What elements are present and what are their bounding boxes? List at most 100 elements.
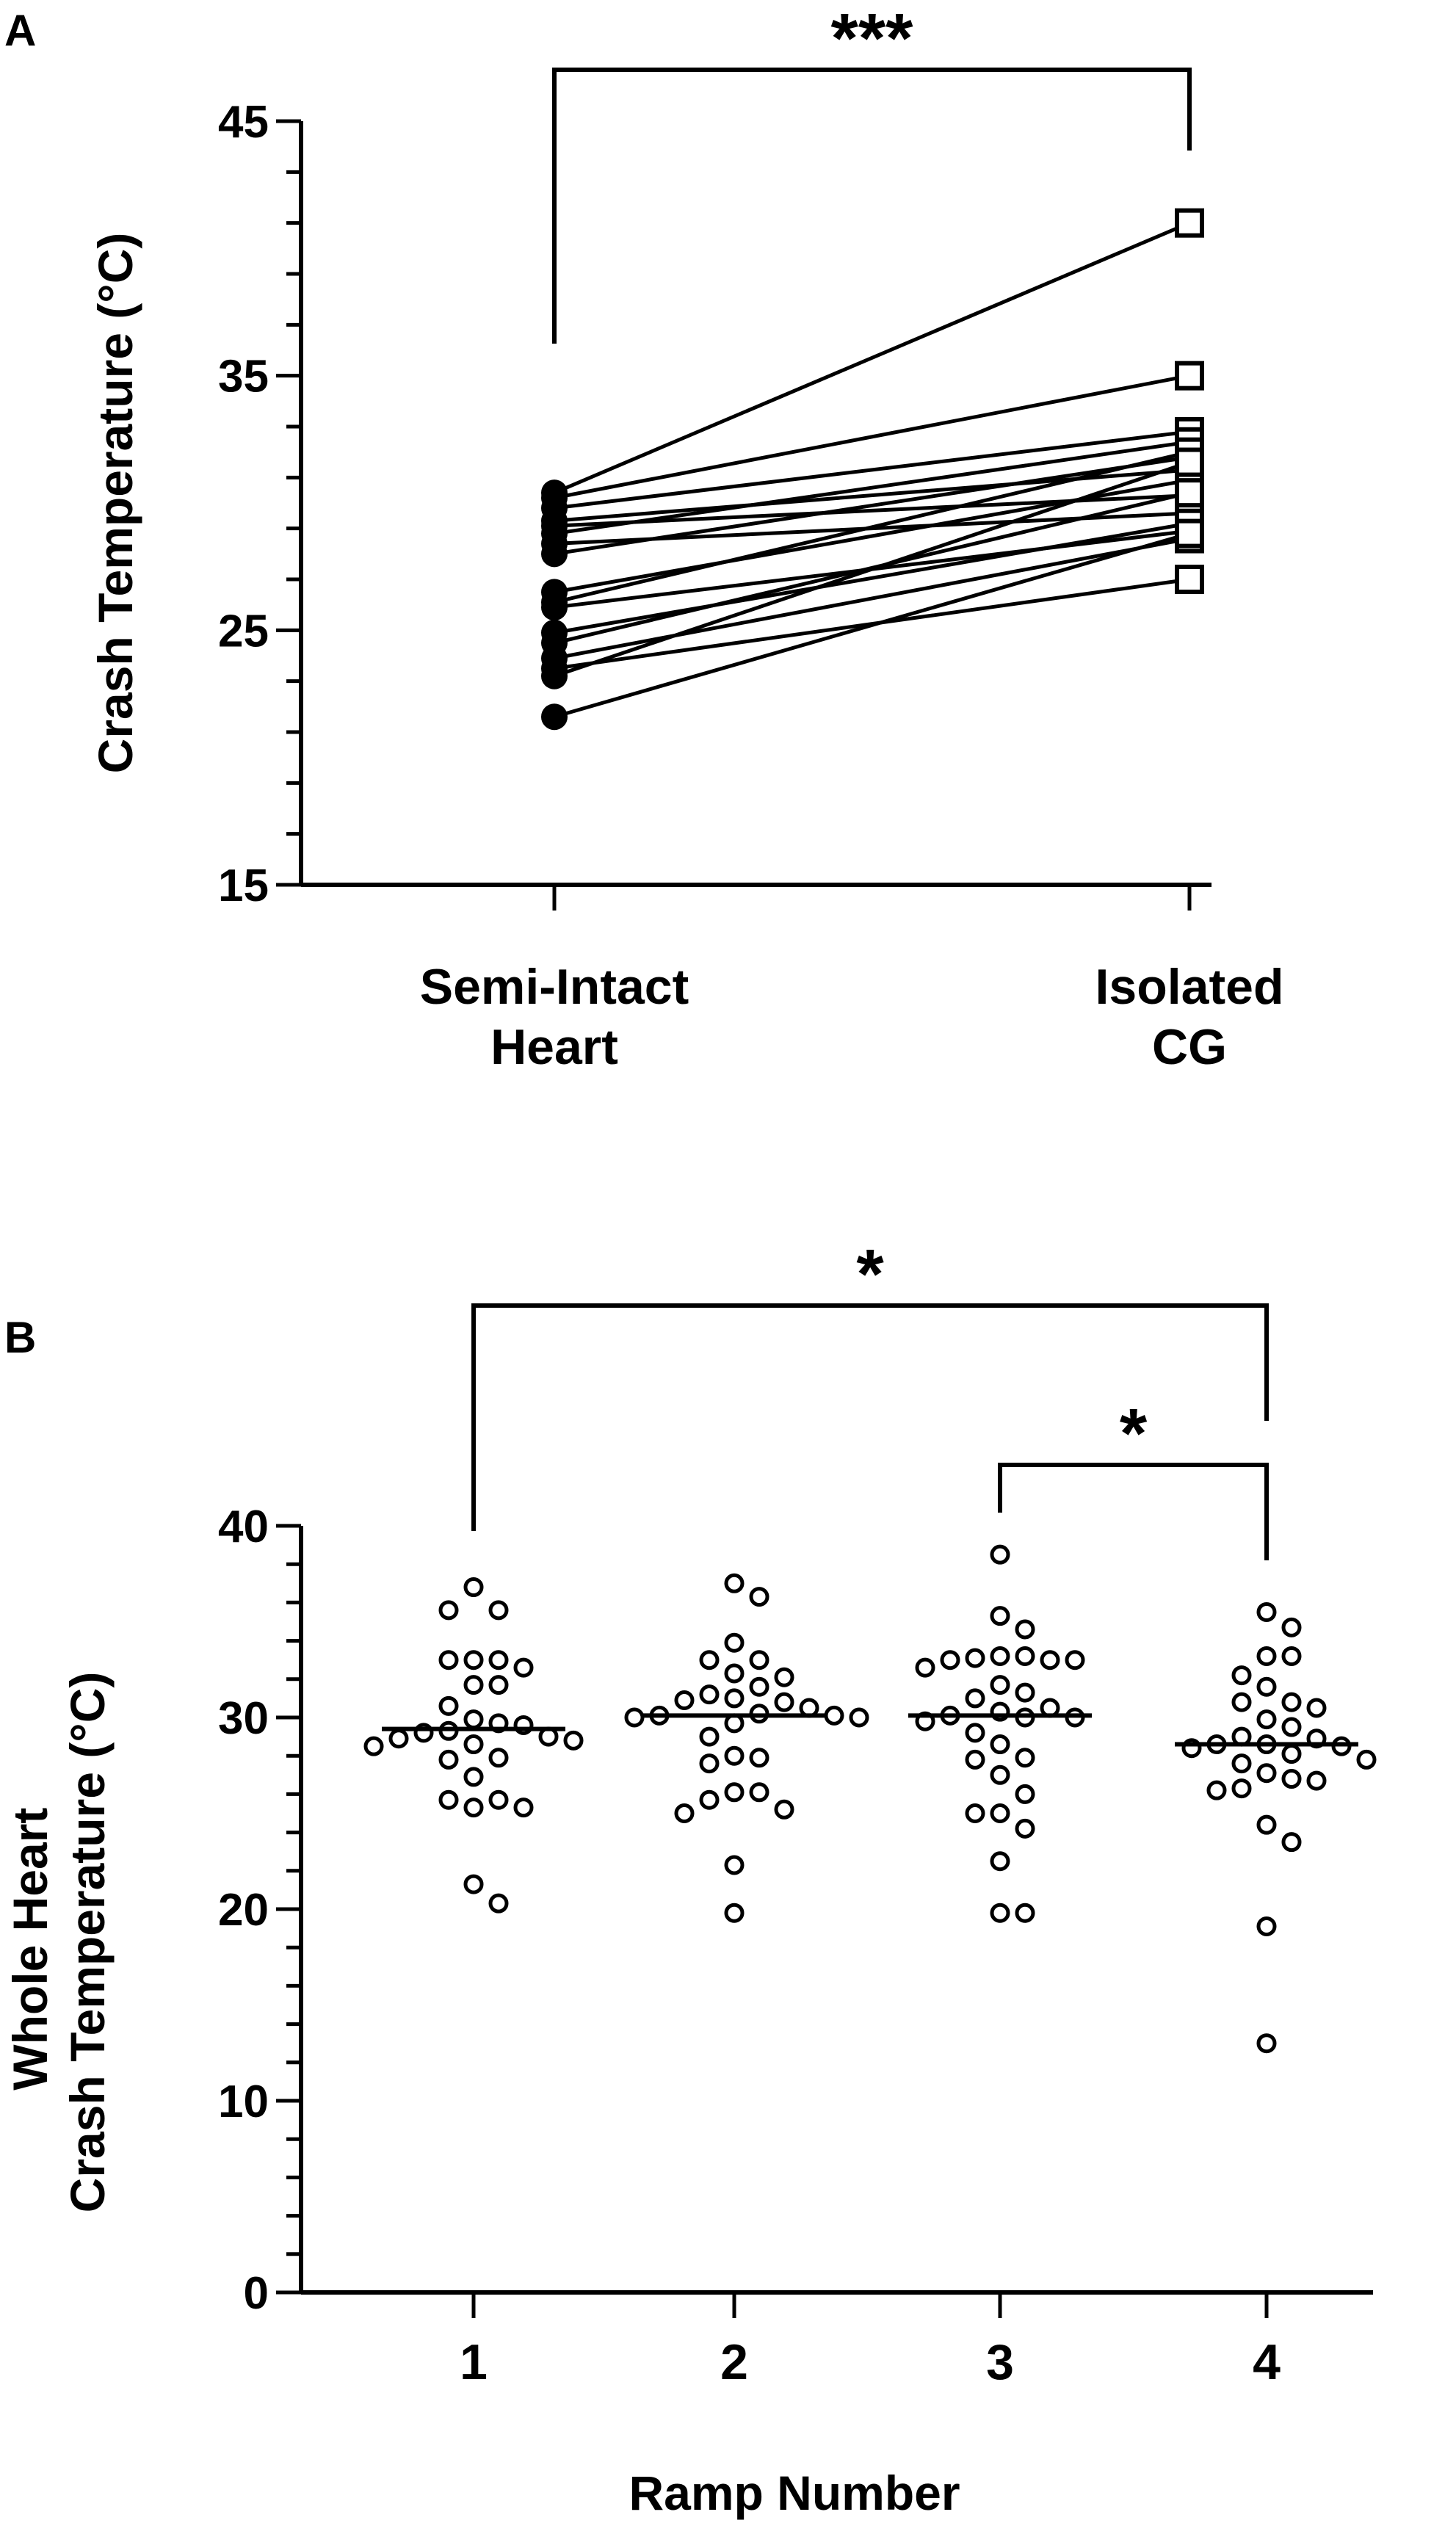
- panel-b-ramp-1-point: [463, 1798, 484, 1818]
- panel-b-ramp-1-point: [488, 1600, 509, 1621]
- panel-b-ramp-4-point: [1281, 1646, 1302, 1666]
- panel-b-y-axis-title: Whole Heart Crash Temperature (°C): [3, 1672, 115, 2213]
- panel-a-pair-line: [554, 537, 1190, 660]
- panel-b-ramp-4-point: [1256, 1814, 1277, 1835]
- panel-a-semi-intact-point: [541, 662, 568, 689]
- panel-b-ramp-3-point: [915, 1657, 935, 1678]
- panel-b-ramp-2-point: [774, 1692, 794, 1712]
- panel-a-isolated-point: [1175, 208, 1204, 238]
- panel-b-ramp-4-point: [1231, 1778, 1252, 1799]
- panel-b-ramp-3-point: [990, 1646, 1010, 1666]
- panel-b-ramp-3-point: [990, 1903, 1010, 1923]
- panel-b-ramp-3-point: [1065, 1650, 1085, 1670]
- panel-b-ramp-2-point: [724, 1903, 745, 1923]
- panel-b-significance-bracket-3-4: [998, 1463, 1269, 1560]
- panel-b-ramp-3-point: [990, 1803, 1010, 1823]
- panel-b-ramp-1-point: [488, 1675, 509, 1695]
- panel-b-ramp-1-point: [488, 1789, 509, 1810]
- panel-a-category-label-line: CG: [1152, 1019, 1227, 1075]
- panel-b-significance-bracket-1-4: [471, 1303, 1269, 1531]
- panel-b-ramp-4-point: [1306, 1770, 1327, 1791]
- panel-a-y-tick-label: 45: [218, 97, 269, 148]
- panel-a-y-tick-label: 15: [218, 861, 269, 911]
- panel-b-ramp-4-point: [1281, 1717, 1302, 1737]
- panel-b-ramp-2-point: [699, 1726, 720, 1747]
- panel-a-paired-lines: [554, 221, 1190, 719]
- panel-b-ramp-1-point: [438, 1749, 459, 1770]
- panel-a-pair-line: [554, 532, 1190, 719]
- panel-b-ramp-3-point: [990, 1606, 1010, 1626]
- panel-b-y-tick-label: 10: [218, 2077, 269, 2127]
- panel-a-label: A: [4, 6, 36, 55]
- panel-b-category-label: 1: [460, 2334, 488, 2390]
- panel-b-ramp-4-point: [1356, 1749, 1377, 1770]
- panel-b-ramp-3-point: [1040, 1650, 1060, 1670]
- panel-a-isolated-point: [1175, 361, 1204, 391]
- panel-b-ramp-2-point: [724, 1663, 745, 1684]
- panel-b-ramp-3-point: [1015, 1682, 1035, 1703]
- panel-a-pair-line: [554, 460, 1190, 678]
- panel-b-ramp-1-point: [463, 1675, 484, 1695]
- panel-b-y-axis-title-line-1: Whole Heart: [3, 1808, 57, 2090]
- panel-a-pair-line: [554, 450, 1190, 604]
- panel-a-category-label: Semi-Intact Heart: [420, 959, 689, 1075]
- panel-a-isolated-point: [1175, 447, 1204, 477]
- panel-b-ramp-4-point: [1231, 1753, 1252, 1774]
- panel-b-y-tick-label: 40: [218, 1502, 269, 1552]
- panel-b-ramp-2-point: [699, 1650, 720, 1670]
- panel-b-ramp-2-point: [724, 1573, 745, 1593]
- panel-b-ramp-3-point: [965, 1688, 985, 1709]
- panel-a-significance-stars: ***: [830, 0, 913, 78]
- panel-b-ramp-3-point: [1015, 1903, 1035, 1923]
- panel-b-axes: 0 10 20 30 40 1 2 3 4: [218, 1502, 1373, 2390]
- panel-a-y-axis-title: Crash Temperature (°C): [88, 233, 142, 774]
- panel-b-ramp-2-point: [774, 1667, 794, 1687]
- panel-b-ramp-3-point: [990, 1734, 1010, 1755]
- panel-b-ramp-1-point: [488, 1650, 509, 1670]
- panel-b-ramp-4-point: [1256, 1646, 1277, 1666]
- panel-b-ramp-2-point: [624, 1707, 645, 1728]
- panel-b-significance-star-3-4: *: [1120, 1394, 1148, 1473]
- panel-b-ramp-4-point: [1281, 1692, 1302, 1712]
- panel-b-ramp-1-point: [513, 1657, 534, 1678]
- panel-b-ramp-3-point: [990, 1851, 1010, 1872]
- panel-a-pair-line: [554, 440, 1190, 536]
- panel-b-ramp-3-point: [1015, 1619, 1035, 1640]
- panel-a-isolated-point: [1175, 518, 1204, 549]
- panel-b-category-label: 4: [1253, 2334, 1281, 2390]
- panel-a-pair-line: [554, 430, 1190, 510]
- panel-b-points: [363, 1544, 1377, 2054]
- panel-b-category-label: 2: [720, 2334, 748, 2390]
- panel-b-ramp-2-point: [724, 1632, 745, 1653]
- panel-b-ramp-2-point: [699, 1684, 720, 1705]
- panel-b-ramp-3-point: [965, 1749, 985, 1770]
- panel-b-ramp-1-point: [463, 1709, 484, 1730]
- panel-a-semi-intact-point: [541, 594, 568, 621]
- panel-b-ramp-4-point: [1256, 2033, 1277, 2054]
- panel-b-ramp-4-point: [1281, 1769, 1302, 1789]
- panel-a-pair-line: [554, 455, 1190, 556]
- panel-b-ramp-2-point: [674, 1803, 695, 1823]
- panel-b-y-tick-label: 0: [244, 2268, 269, 2319]
- panel-b-ramp-4-point: [1281, 1744, 1302, 1764]
- panel-b-ramp-1-point: [388, 1728, 409, 1749]
- panel-b-ramp-1-point: [463, 1650, 484, 1670]
- panel-b-ramp-2-point: [749, 1782, 769, 1803]
- panel-b-ramp-3-point: [1015, 1818, 1035, 1839]
- panel-a-axes: 15 25 35 45 Semi-Intact Heart Isolated CG: [218, 97, 1283, 1075]
- panel-a-y-tick-label: 35: [218, 352, 269, 402]
- panel-a-significance: ***: [552, 0, 1192, 344]
- panel-b-ramp-2-point: [849, 1707, 869, 1728]
- panel-b-ramp-2-point: [699, 1789, 720, 1810]
- panel-a-semi-intact-point: [541, 703, 568, 731]
- panel-b-ramp-1-point: [438, 1789, 459, 1810]
- panel-a-category-label: Isolated CG: [1095, 959, 1284, 1075]
- panel-b-ramp-2-point: [774, 1799, 794, 1820]
- panel-b-ramp-1-point: [513, 1798, 534, 1818]
- panel-b-ramp-3-point: [1015, 1784, 1035, 1804]
- panel-b-significance: **: [471, 1235, 1269, 1560]
- panel-b-ramp-2-point: [699, 1753, 720, 1774]
- panel-b-ramp-2-point: [749, 1676, 769, 1697]
- panel-b-ramp-3-point: [965, 1648, 985, 1668]
